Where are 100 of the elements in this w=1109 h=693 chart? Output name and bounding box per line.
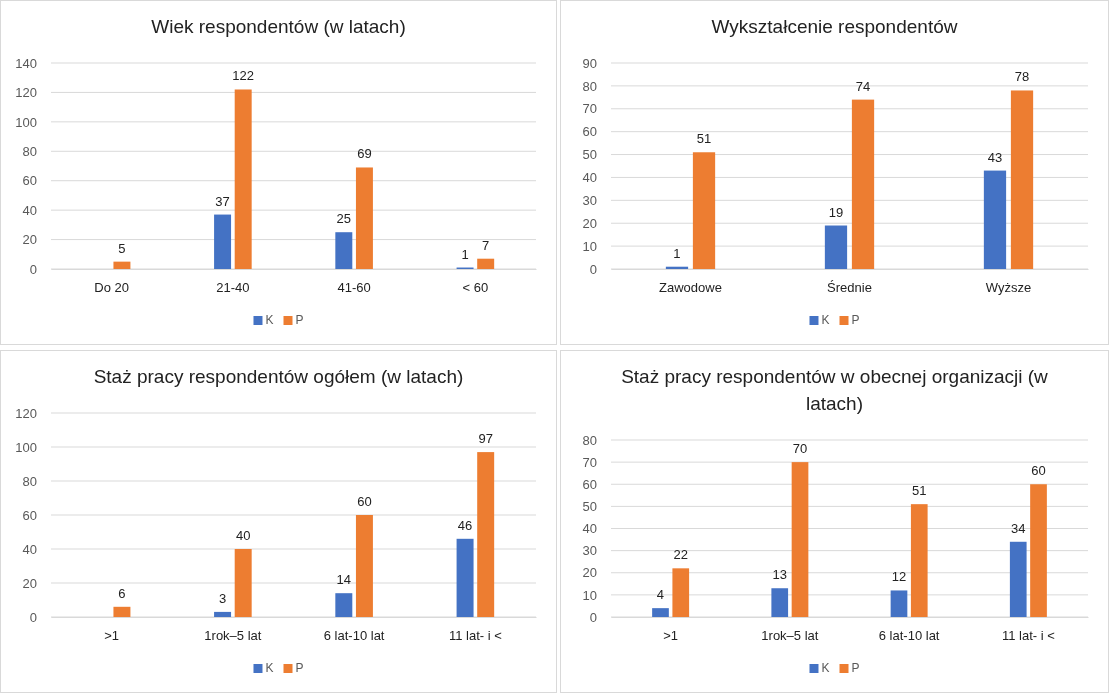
bar [1009, 541, 1027, 617]
data-label: 1 [461, 246, 469, 262]
y-tick-label: 60 [22, 507, 37, 523]
x-tick-label: 6 lat-10 lat [878, 628, 940, 644]
x-tick-label: 6 lat-10 lat [323, 628, 385, 644]
x-tick-label: 1rok–5 lat [761, 628, 819, 644]
bar [335, 593, 353, 617]
legend-label: P [295, 661, 304, 675]
data-label: 3 [218, 590, 227, 606]
y-tick-label: 0 [589, 609, 597, 625]
data-label: 7 [482, 237, 490, 253]
y-tick-label: 100 [15, 439, 37, 455]
y-tick-label: 90 [582, 55, 597, 71]
bar [477, 452, 495, 617]
x-tick-label: < 60 [462, 280, 489, 296]
legend-label: K [265, 661, 274, 675]
data-label: 19 [828, 204, 844, 220]
y-tick-label: 40 [22, 541, 37, 557]
bar [335, 232, 353, 269]
y-tick-label: 20 [22, 232, 37, 248]
y-tick-label: 10 [582, 587, 597, 603]
data-label: 14 [336, 572, 352, 588]
data-label: 22 [673, 547, 688, 563]
x-tick-label: >1 [663, 628, 679, 644]
bar [910, 504, 928, 617]
data-label: 5 [118, 240, 126, 256]
bar [652, 608, 669, 617]
y-tick-label: 60 [22, 173, 37, 189]
bar [851, 99, 875, 269]
data-label: 60 [1031, 463, 1046, 479]
bar [113, 606, 131, 617]
y-tick-label: 80 [582, 78, 597, 94]
bar [890, 590, 908, 617]
y-tick-label: 30 [582, 543, 597, 559]
y-tick-label: 40 [582, 170, 597, 186]
bar [791, 462, 809, 617]
y-tick-label: 60 [582, 124, 597, 140]
bar [234, 89, 252, 269]
bar [355, 515, 373, 617]
y-tick-label: 50 [582, 499, 597, 515]
x-tick-label: >1 [104, 628, 120, 644]
data-label: 13 [772, 567, 787, 583]
data-label: 60 [357, 494, 372, 509]
x-tick-label: 11 lat- i < [1001, 628, 1055, 644]
y-tick-label: 10 [582, 238, 597, 254]
bar [234, 549, 252, 617]
x-tick-label: Do 20 [94, 280, 129, 296]
data-label: 40 [235, 528, 251, 543]
x-tick-label: Zawodowe [659, 280, 722, 296]
bar [771, 588, 789, 617]
chart-title: Staż pracy respondentów ogółem (w latach) [93, 366, 464, 387]
y-tick-label: 100 [15, 114, 37, 130]
chart-title: Wykształcenie respondentów [711, 16, 958, 37]
x-tick-label: 11 lat- i < [448, 628, 502, 644]
y-tick-label: 80 [22, 473, 37, 489]
bar [824, 225, 848, 269]
y-tick-label: 20 [22, 575, 37, 591]
y-tick-label: 50 [582, 147, 597, 163]
x-tick-label: Wyższe [985, 280, 1032, 296]
data-label: 97 [478, 431, 493, 447]
y-tick-label: 0 [29, 261, 37, 277]
bar [1030, 484, 1047, 617]
bar [456, 538, 474, 617]
data-label: 70 [792, 441, 808, 457]
data-label: 1 [673, 245, 681, 261]
data-label: 51 [696, 131, 712, 147]
legend-label: K [265, 313, 274, 327]
chart-title: Wiek respondentów (w latach) [151, 16, 406, 37]
bar [983, 170, 1007, 269]
y-tick-label: 80 [582, 432, 597, 448]
legend-label: K [821, 661, 830, 675]
legend-label: P [295, 313, 304, 327]
y-tick-label: 40 [582, 521, 597, 537]
bar [214, 611, 232, 617]
bar [672, 568, 690, 617]
data-label: 34 [1011, 520, 1026, 536]
data-label: 43 [987, 149, 1003, 165]
y-tick-label: 120 [15, 405, 37, 421]
data-label: 37 [215, 193, 230, 209]
data-label: 46 [457, 517, 473, 533]
y-tick-label: 60 [582, 476, 597, 492]
bar [355, 167, 373, 269]
y-tick-label: 0 [589, 261, 597, 277]
bar [1010, 90, 1034, 269]
x-tick-label: 21-40 [216, 280, 250, 296]
y-tick-label: 140 [15, 55, 37, 71]
x-tick-label: 41-60 [337, 280, 371, 296]
x-tick-label: 1rok–5 lat [204, 628, 262, 644]
y-tick-label: 70 [582, 101, 597, 117]
data-label: 69 [357, 146, 372, 162]
data-label: 122 [232, 68, 255, 84]
y-tick-label: 20 [582, 565, 597, 581]
data-label: 12 [891, 569, 907, 585]
x-tick-label: Średnie [827, 280, 872, 296]
legend-label: K [821, 313, 830, 327]
bar [113, 261, 131, 269]
y-tick-label: 70 [582, 454, 597, 470]
legend-label: P [851, 313, 860, 327]
data-label: 74 [855, 78, 871, 94]
y-tick-label: 0 [29, 609, 37, 625]
